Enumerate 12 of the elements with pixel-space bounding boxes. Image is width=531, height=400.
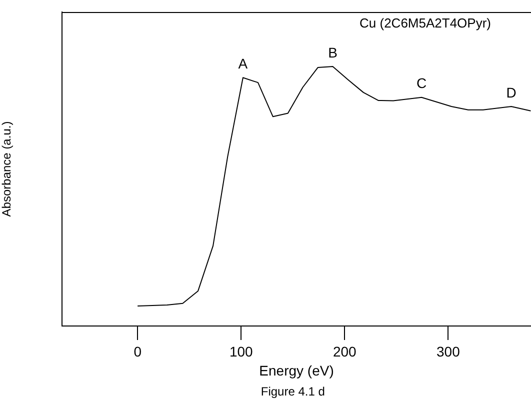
annotation: A xyxy=(238,56,248,72)
x-tick-label: 100 xyxy=(229,343,254,360)
annotation: C xyxy=(416,75,427,92)
x-tick-label: 300 xyxy=(436,343,460,360)
x-tick-label: 0 xyxy=(134,343,142,360)
annotation: B xyxy=(328,44,338,60)
x-tick-label: 200 xyxy=(332,343,357,360)
annotation: D xyxy=(506,84,516,100)
x-axis-title: Energy (eV) xyxy=(259,362,334,378)
y-axis-title: Absorbance (a.u.) xyxy=(0,121,14,217)
chart-title: Cu (2C6M5A2T4OPyr) xyxy=(360,16,491,31)
caption: Figure 4.1 d xyxy=(260,384,325,398)
